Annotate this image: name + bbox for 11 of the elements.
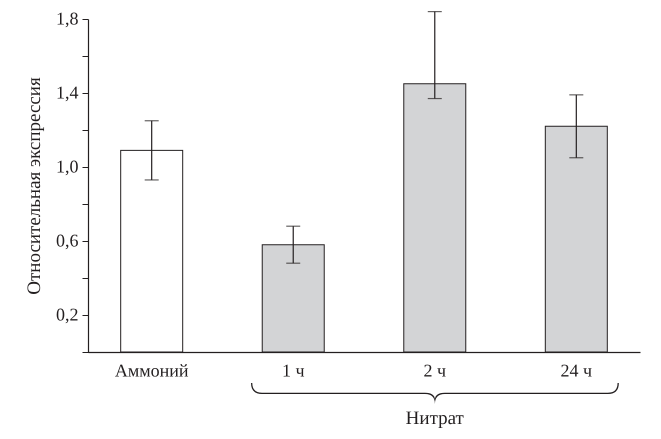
x-tick-label: 2 ч [423,360,446,380]
y-tick-label: 1,4 [56,82,78,102]
text: Нитрат [406,408,464,430]
x-tick-label: Аммоний [114,360,189,380]
y-tick-label: 0,6 [56,230,78,250]
y-tick-label: 0,2 [56,304,78,324]
x-tick-label: 24 ч [560,360,592,380]
y-tick-label: 1,8 [56,8,78,28]
y-axis-title: Относительная экспрессия [24,77,45,295]
y-tick-label: 1,0 [56,156,78,176]
x-tick-label: 1 ч [282,360,305,380]
